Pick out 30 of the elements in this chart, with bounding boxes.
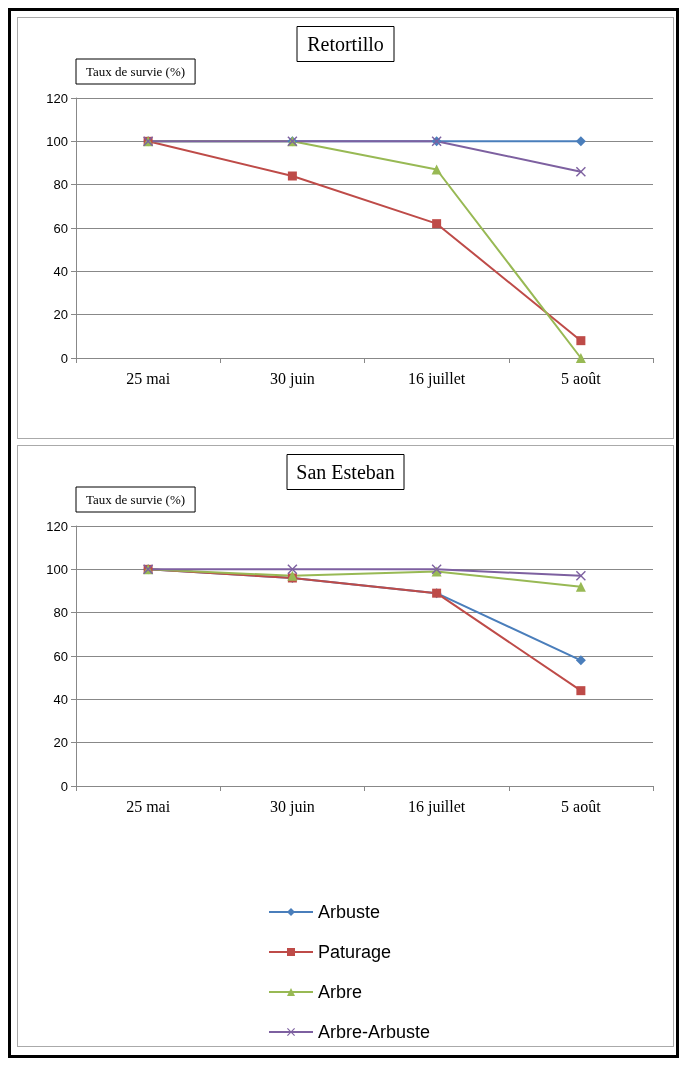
chart-title: Retortillo: [307, 33, 384, 55]
x-tick-label: 25 mai: [126, 797, 171, 815]
x-tick-label: 5 août: [561, 797, 602, 815]
x-tick-label: 30 juin: [269, 797, 315, 816]
x-tick-label: 25 mai: [126, 369, 171, 387]
y-axis-title: Taux de survie (%): [86, 64, 186, 79]
x-tick-label: 30 juin: [269, 369, 315, 388]
y-axis-title: Taux de survie (%): [86, 492, 186, 507]
y-tick-label: 40: [53, 263, 68, 279]
y-tick-label: 0: [60, 778, 68, 794]
y-tick-label: 40: [53, 691, 68, 707]
y-tick-label: 100: [46, 133, 68, 149]
y-tick-label: 60: [53, 220, 68, 236]
y-tick-label: 120: [46, 518, 68, 534]
y-tick-label: 80: [53, 605, 68, 621]
x-tick-label: 16 juillet: [407, 369, 466, 388]
y-tick-label: 0: [60, 350, 68, 366]
y-tick-label: 20: [53, 735, 68, 751]
chart-title: San Esteban: [296, 461, 395, 483]
legend-label: Arbuste: [318, 902, 381, 922]
x-tick-label: 5 août: [561, 369, 602, 387]
legend-label: Arbre-Arbuste: [318, 1022, 431, 1042]
y-tick-label: 100: [46, 561, 68, 577]
legend-label: Paturage: [318, 942, 392, 962]
x-tick-label: 16 juillet: [407, 797, 466, 816]
y-tick-label: 20: [53, 307, 68, 323]
legend-label: Arbre: [318, 982, 363, 1002]
y-tick-label: 80: [53, 177, 68, 193]
y-tick-label: 60: [53, 648, 68, 664]
y-tick-label: 120: [46, 90, 68, 106]
